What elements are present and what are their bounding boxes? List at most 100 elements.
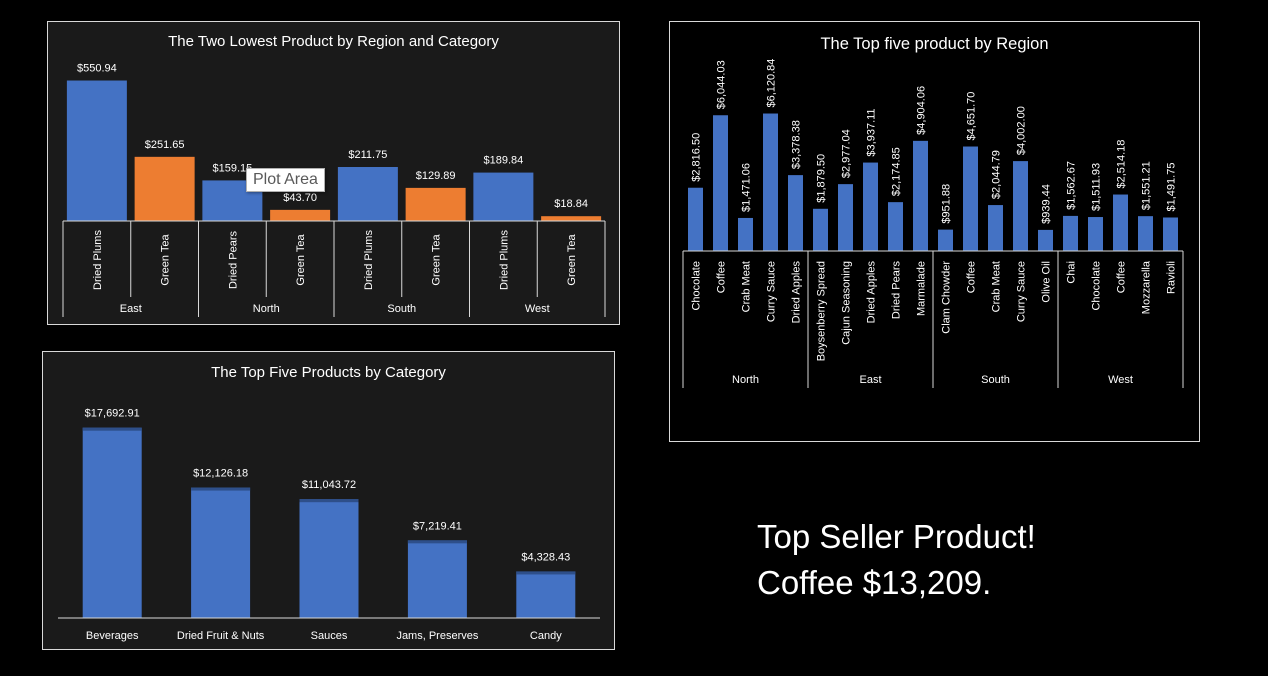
category-tick-label: Boysenberry Spread — [816, 261, 828, 361]
bar-edge — [82, 427, 142, 431]
top-seller-headline: Top Seller Product! — [757, 518, 1036, 555]
bar — [1113, 194, 1128, 251]
bar — [863, 162, 878, 251]
bar — [1138, 216, 1153, 251]
region-tick-label: South — [981, 374, 1010, 386]
data-label: $18.84 — [554, 198, 588, 210]
category-tick-label: Candy — [530, 630, 562, 642]
category-tick-label: Curry Sauce — [1016, 261, 1028, 322]
category-tick-label: Ravioli — [1166, 261, 1178, 294]
data-label: $12,126.18 — [193, 468, 248, 480]
bar — [516, 571, 576, 618]
data-label: $1,491.75 — [1166, 163, 1178, 212]
region-tick-label: East — [859, 374, 881, 386]
category-tick-label: Olive Oil — [1041, 261, 1053, 303]
category-tick-label: Coffee — [716, 261, 728, 293]
data-label: $7,219.41 — [413, 520, 462, 532]
category-tick-label: Green Tea — [160, 234, 172, 286]
data-label: $6,120.84 — [766, 59, 778, 108]
bar — [738, 217, 753, 251]
data-label: $1,562.67 — [1066, 161, 1078, 210]
bar — [913, 140, 928, 251]
category-tick-label: Green Tea — [566, 234, 578, 286]
data-label: $11,043.72 — [302, 479, 356, 491]
category-tick-label: Mozzarella — [1141, 260, 1153, 314]
data-label: $17,692.91 — [85, 408, 140, 420]
lowest-products-chart[interactable]: The Two Lowest Product by Region and Cat… — [47, 21, 620, 325]
data-label: $43.70 — [283, 192, 317, 204]
bar-edge — [516, 571, 576, 575]
data-label: $159.15 — [212, 162, 252, 174]
bar — [134, 156, 195, 221]
bar — [1038, 229, 1053, 251]
bar — [1013, 161, 1028, 251]
data-label: $2,816.50 — [691, 133, 703, 182]
data-label: $939.44 — [1041, 184, 1053, 224]
region-tick-label: South — [387, 303, 416, 315]
category-plot[interactable]: $17,692.91 Beverages $12,126.18 Dried Fruit… — [43, 352, 616, 651]
bar — [938, 229, 953, 251]
category-tick-label: Dried Plums — [363, 230, 375, 290]
category-tick-label: Curry Sauce — [766, 261, 778, 322]
data-label: $3,378.38 — [791, 120, 803, 169]
region-plot[interactable]: $2,816.50 Chocolate $6,044.03 Coffee $1,471.… — [670, 22, 1201, 443]
chart-title: The Two Lowest Product by Region and Cat… — [168, 33, 499, 50]
category-tick-label: Crab Meat — [741, 261, 753, 312]
bar-edge — [191, 487, 251, 491]
data-label: $1,511.93 — [1091, 163, 1103, 211]
data-label: $951.88 — [941, 184, 953, 224]
category-tick-label: Dried Apples — [791, 261, 803, 324]
category-tick-label: Cajun Seasoning — [841, 261, 853, 345]
bar — [66, 80, 127, 221]
category-tick-label: Dried Pears — [227, 230, 239, 289]
category-tick-label: Coffee — [1116, 261, 1128, 293]
category-tick-label: Dried Fruit & Nuts — [177, 630, 265, 642]
bar — [688, 187, 703, 251]
data-label: $4,904.06 — [916, 86, 928, 135]
data-label: $550.94 — [77, 63, 117, 75]
lowest-products-plot[interactable]: $550.94 Dried Plums $251.65 Green Tea East $1… — [48, 22, 621, 326]
bar — [813, 208, 828, 251]
bar-edge — [299, 499, 359, 503]
top-five-by-category-chart[interactable]: The Top Five Products by Category $17,69… — [42, 351, 615, 650]
bar-edge — [407, 540, 467, 544]
category-tick-label: Dried Apples — [866, 261, 878, 324]
bar — [788, 175, 803, 251]
bar — [473, 172, 534, 221]
bar — [988, 205, 1003, 251]
category-tick-label: Clam Chowder — [941, 261, 953, 334]
category-tick-label: Beverages — [86, 630, 139, 642]
category-tick-label: Dried Pears — [891, 261, 903, 320]
bar — [1163, 217, 1178, 251]
top-seller-callout: Top Seller Product! Coffee $13,209. — [757, 514, 1036, 606]
top-five-by-region-chart[interactable]: The Top five product by Region $2,816.50… — [669, 21, 1200, 442]
data-label: $251.65 — [145, 139, 185, 151]
category-tick-label: Chai — [1066, 261, 1078, 284]
top-seller-detail: Coffee $13,209. — [757, 564, 992, 601]
category-tick-label: Green Tea — [431, 234, 443, 286]
bar — [888, 202, 903, 251]
bar — [299, 499, 359, 618]
category-tick-label: Dried Plums — [92, 230, 104, 290]
bar — [337, 167, 398, 221]
plot-area-tooltip: Plot Area — [246, 168, 325, 192]
region-tick-label: West — [525, 303, 550, 315]
region-tick-label: North — [732, 374, 759, 386]
bar — [763, 113, 778, 252]
data-label: $4,328.43 — [521, 551, 570, 563]
data-label: $211.75 — [348, 149, 387, 161]
chart-title: The Top Five Products by Category — [211, 364, 446, 381]
data-label: $129.89 — [416, 170, 456, 182]
category-tick-label: Dried Plums — [498, 230, 510, 290]
bar — [270, 209, 331, 221]
data-label: $1,551.21 — [1141, 161, 1153, 210]
bar — [82, 427, 142, 618]
category-tick-label: Green Tea — [295, 234, 307, 286]
bar — [407, 540, 467, 618]
category-tick-label: Chocolate — [691, 261, 703, 311]
category-tick-label: Jams, Preserves — [396, 630, 478, 642]
data-label: $2,977.04 — [841, 129, 853, 178]
data-label: $2,174.85 — [891, 147, 903, 196]
data-label: $4,651.70 — [966, 92, 978, 141]
bar — [963, 146, 978, 251]
